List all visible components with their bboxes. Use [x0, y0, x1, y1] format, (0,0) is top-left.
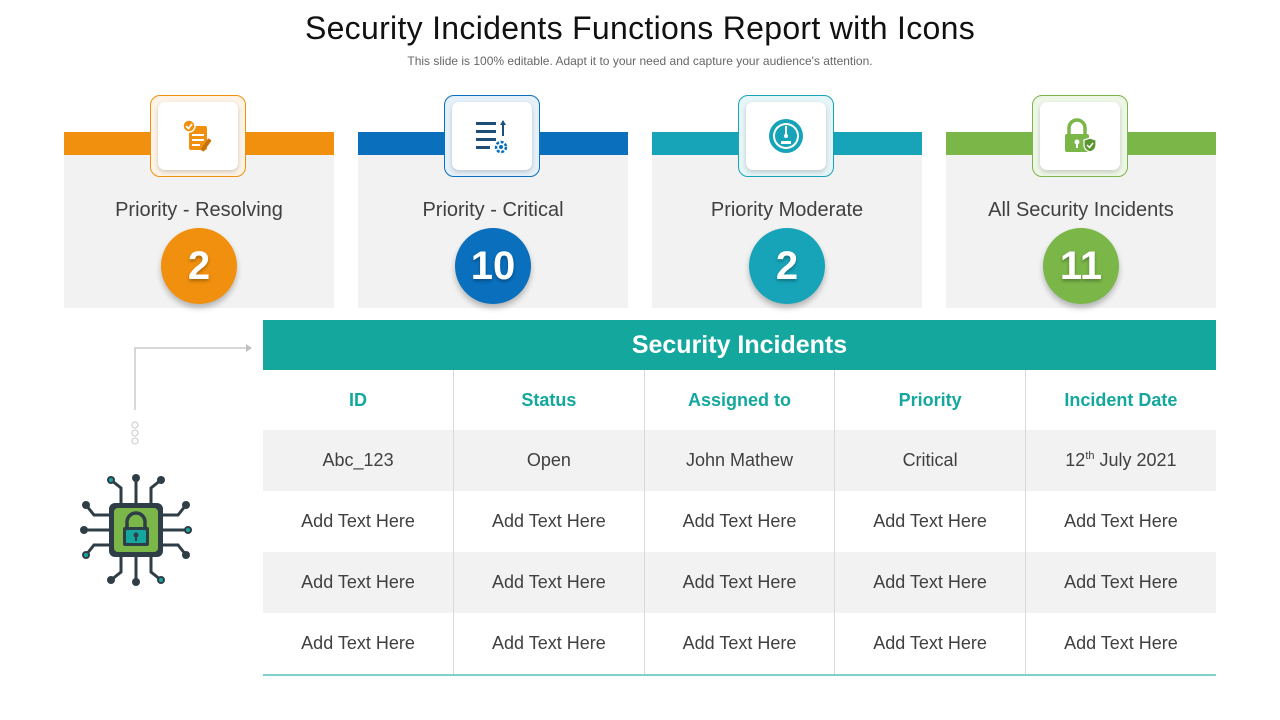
table-cell: Add Text Here: [301, 511, 415, 531]
table-cell: Add Text Here: [834, 613, 1026, 674]
security-incidents-table: Security Incidents ID Status Assigned to…: [263, 320, 1216, 676]
card-icon-frame: [1032, 95, 1128, 177]
table-bottom-border: [263, 674, 1216, 676]
page-subtitle: This slide is 100% editable. Adapt it to…: [407, 54, 873, 68]
column-header-id: ID: [349, 389, 368, 410]
card-label: All Security Incidents: [988, 199, 1174, 221]
card-all-security-incidents: All Security Incidents 11: [946, 95, 1216, 308]
card-count-badge: 2: [749, 228, 825, 304]
table-row: Add Text Here Add Text Here Add Text Her…: [263, 491, 1216, 552]
table-cell: Open: [453, 430, 645, 491]
table-cell: Add Text Here: [643, 552, 835, 613]
date-day: 12: [1065, 450, 1086, 470]
card-icon-tile: [1040, 102, 1120, 170]
table-cell: Add Text Here: [643, 613, 835, 674]
list-settings-icon: [476, 120, 508, 154]
card-count-badge: 11: [1043, 228, 1119, 304]
gauge-icon: [769, 119, 803, 153]
table-cell: Add Text Here: [453, 552, 645, 613]
table-cell: Add Text Here: [453, 613, 645, 674]
clipboard-check-icon: [182, 119, 212, 152]
column-header-assigned-to: Assigned to: [643, 370, 835, 430]
table-cell: Add Text Here: [834, 552, 1026, 613]
card-icon-frame: [738, 95, 834, 177]
connector-line: [131, 344, 252, 445]
table-cell: John Mathew: [643, 430, 835, 491]
table-title: Security Incidents: [263, 320, 1216, 370]
table-cell: Add Text Here: [301, 633, 415, 653]
table-cell: Add Text Here: [1024, 491, 1216, 552]
table-cell: Add Text Here: [834, 491, 1026, 552]
table-cell-date: 12th July 2021: [1024, 430, 1216, 491]
table-cell: Add Text Here: [453, 491, 645, 552]
date-rest: July 2021: [1094, 450, 1177, 470]
table-cell: Add Text Here: [1024, 552, 1216, 613]
card-count-badge: 2: [161, 228, 237, 304]
table-row: Abc_123 Open John Mathew Critical 12th J…: [263, 430, 1216, 491]
table-cell: Add Text Here: [643, 491, 835, 552]
card-priority-moderate: Priority Moderate 2: [652, 95, 922, 308]
card-label: Priority Moderate: [710, 199, 864, 221]
column-header-status: Status: [453, 370, 645, 430]
table-header-row: ID Status Assigned to Priority Incident …: [263, 370, 1216, 430]
card-icon-tile: [746, 102, 826, 170]
table-cell: Add Text Here: [1024, 613, 1216, 674]
card-label: Priority - Critical: [422, 199, 564, 221]
column-header-priority: Priority: [834, 370, 1026, 430]
circuit-chip-lock-icon: [80, 474, 192, 586]
table-cell: Add Text Here: [263, 552, 454, 613]
date-suffix: th: [1085, 450, 1095, 462]
page-title: Security Incidents Functions Report with…: [304, 10, 976, 46]
padlock-shield-icon: [1065, 118, 1097, 153]
card-icon-tile: [452, 102, 532, 170]
card-icon-frame: [150, 95, 246, 177]
table-cell: Abc_123: [263, 430, 454, 491]
table-row: Add Text Here Add Text Here Add Text Her…: [263, 552, 1216, 613]
card-icon-tile: [158, 102, 238, 170]
column-header-incident-date: Incident Date: [1024, 370, 1216, 430]
card-priority-resolving: Priority - Resolving 2: [64, 95, 334, 308]
card-priority-critical: Priority - Critical 10: [358, 95, 628, 308]
incidents-grid: ID Status Assigned to Priority Incident …: [263, 370, 1216, 674]
card-count-badge: 10: [455, 228, 531, 304]
card-label: Priority - Resolving: [115, 199, 283, 221]
table-row: Add Text Here Add Text Here Add Text Her…: [263, 613, 1216, 674]
table-cell: Critical: [834, 430, 1026, 491]
card-icon-frame: [444, 95, 540, 177]
